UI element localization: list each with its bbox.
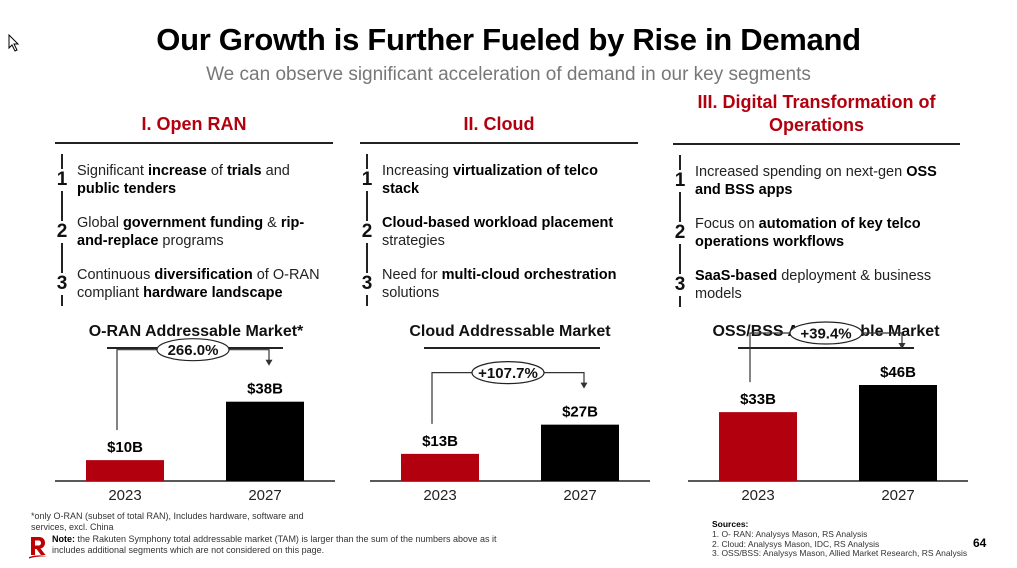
bar-2027 bbox=[226, 401, 304, 481]
arrow-head-icon bbox=[898, 343, 906, 349]
growth-bubble bbox=[471, 361, 545, 385]
driver-list: 1 Increased spending on next-gen OSS and … bbox=[673, 155, 960, 311]
item-text: Global government funding & rip-and-repl… bbox=[77, 215, 305, 249]
column-heading: I. Open RAN bbox=[141, 114, 247, 134]
x-tick-label: 2023 bbox=[741, 487, 774, 504]
item-number: 1 bbox=[360, 169, 374, 191]
list-item: 3 Continuous diversification of O-RAN com… bbox=[55, 258, 333, 310]
list-item: 1 Significant increase of trials and publ… bbox=[55, 154, 333, 206]
chart-title: O-RAN Addressable Market* bbox=[88, 323, 304, 340]
list-item: 3 Need for multi-cloud orchestration solu… bbox=[360, 258, 638, 310]
column-digital-transformation: III. Digital Transformation of Operation… bbox=[673, 92, 960, 311]
column-open-ran: I. Open RAN 1 Significant increase of tri… bbox=[55, 92, 333, 310]
list-item: 2 Global government funding & rip-and-rep… bbox=[55, 206, 333, 258]
item-number: 3 bbox=[360, 273, 374, 295]
chart-cloud: $13B 2023 $27B 2027 +107.7% bbox=[370, 361, 650, 504]
arrow-head-icon bbox=[580, 382, 588, 389]
item-text: Cloud-based workload placement strategie… bbox=[382, 215, 614, 249]
column-heading: III. Digital Transformation of Operation… bbox=[697, 92, 936, 135]
page-title: Our Growth is Further Fueled by Rise in … bbox=[156, 22, 861, 57]
item-number: 2 bbox=[360, 221, 374, 243]
item-text: Need for multi-cloud orchestration solut… bbox=[382, 267, 617, 301]
item-number: 2 bbox=[55, 221, 69, 243]
data-label: $46B bbox=[880, 364, 916, 381]
growth-label: 266.0% bbox=[168, 342, 219, 359]
arrow-head-icon bbox=[265, 359, 273, 366]
item-text: Focus on automation of key telco operati… bbox=[695, 216, 921, 250]
item-text: SaaS-based deployment & business models bbox=[695, 268, 932, 302]
sources: Sources: 1. O- RAN: Analysys Mason, RS A… bbox=[712, 519, 968, 559]
footnote: *only O-RAN (subset of total RAN), Inclu… bbox=[31, 511, 304, 532]
divider bbox=[673, 143, 960, 145]
chart-oss-bss: $33B 2023 $46B 2027 +39.4% bbox=[688, 321, 968, 504]
x-tick-label: 2023 bbox=[108, 487, 141, 504]
chart-title-rule bbox=[424, 347, 600, 349]
bar-2027 bbox=[859, 385, 937, 481]
item-text: Significant increase of trials and publi… bbox=[77, 163, 290, 197]
bar-2023 bbox=[719, 412, 797, 481]
page-subtitle: We can observe significant acceleration … bbox=[206, 64, 811, 85]
item-text: Continuous diversification of O-RAN comp… bbox=[77, 267, 320, 301]
growth-label: +39.4% bbox=[800, 326, 851, 343]
mouse-pointer-icon bbox=[8, 34, 20, 52]
item-number: 1 bbox=[55, 169, 69, 191]
list-item: 2 Cloud-based workload placement strategi… bbox=[360, 206, 638, 258]
source-item: 2. Cloud: Analysys Mason, IDC, RS Analys… bbox=[712, 538, 880, 549]
divider bbox=[55, 142, 333, 144]
rakuten-logo-icon bbox=[29, 537, 47, 559]
data-label: $38B bbox=[247, 381, 283, 398]
chart-title: Cloud Addressable Market bbox=[409, 323, 611, 340]
x-tick-label: 2023 bbox=[423, 487, 456, 504]
source-item: 1. O- RAN: Analysys Mason, RS Analysis bbox=[712, 528, 868, 539]
list-item: 1 Increasing virtualization of telco stac… bbox=[360, 154, 638, 206]
driver-list: 1 Increasing virtualization of telco stac… bbox=[360, 154, 638, 310]
list-item: 2 Focus on automation of key telco operat… bbox=[673, 207, 960, 259]
column-heading: II. Cloud bbox=[463, 114, 535, 134]
growth-label: +107.7% bbox=[478, 365, 538, 382]
item-number: 1 bbox=[673, 170, 687, 192]
source-item: 3. OSS/BSS: Analysys Mason, Allied Marke… bbox=[712, 548, 968, 559]
item-number: 3 bbox=[55, 273, 69, 295]
data-label: $10B bbox=[107, 439, 143, 456]
page-number: 64 bbox=[973, 536, 987, 550]
divider bbox=[360, 142, 638, 144]
item-text: Increased spending on next-gen OSS and B… bbox=[695, 164, 937, 198]
data-label: $27B bbox=[562, 404, 598, 421]
driver-list: 1 Significant increase of trials and publ… bbox=[55, 154, 333, 310]
x-tick-label: 2027 bbox=[881, 487, 914, 504]
sources-heading: Sources: bbox=[712, 519, 749, 529]
x-tick-label: 2027 bbox=[563, 487, 596, 504]
growth-bubble bbox=[156, 338, 230, 362]
bar-2023 bbox=[86, 460, 164, 481]
item-text: Increasing virtualization of telco stack bbox=[382, 163, 598, 197]
x-tick-label: 2027 bbox=[248, 487, 281, 504]
item-number: 2 bbox=[673, 222, 687, 244]
growth-bubble bbox=[789, 321, 863, 345]
note-text: the Rakuten Symphony total addressable m… bbox=[52, 534, 497, 555]
chart-title-rule bbox=[738, 347, 914, 349]
item-number: 3 bbox=[673, 274, 687, 296]
chart-open-ran: $10B 2023 $38B 2027 266.0% bbox=[55, 338, 335, 504]
data-label: $33B bbox=[740, 391, 776, 408]
data-label: $13B bbox=[422, 433, 458, 450]
note: Note: the Rakuten Symphony total address… bbox=[52, 534, 532, 555]
column-cloud: II. Cloud 1 Increasing virtualization of … bbox=[360, 92, 638, 310]
list-item: 1 Increased spending on next-gen OSS and … bbox=[673, 155, 960, 207]
list-item: 3 SaaS-based deployment & business models bbox=[673, 259, 960, 311]
bar-2023 bbox=[401, 453, 479, 481]
bar-2027 bbox=[541, 424, 619, 481]
note-label: Note: bbox=[52, 534, 75, 544]
